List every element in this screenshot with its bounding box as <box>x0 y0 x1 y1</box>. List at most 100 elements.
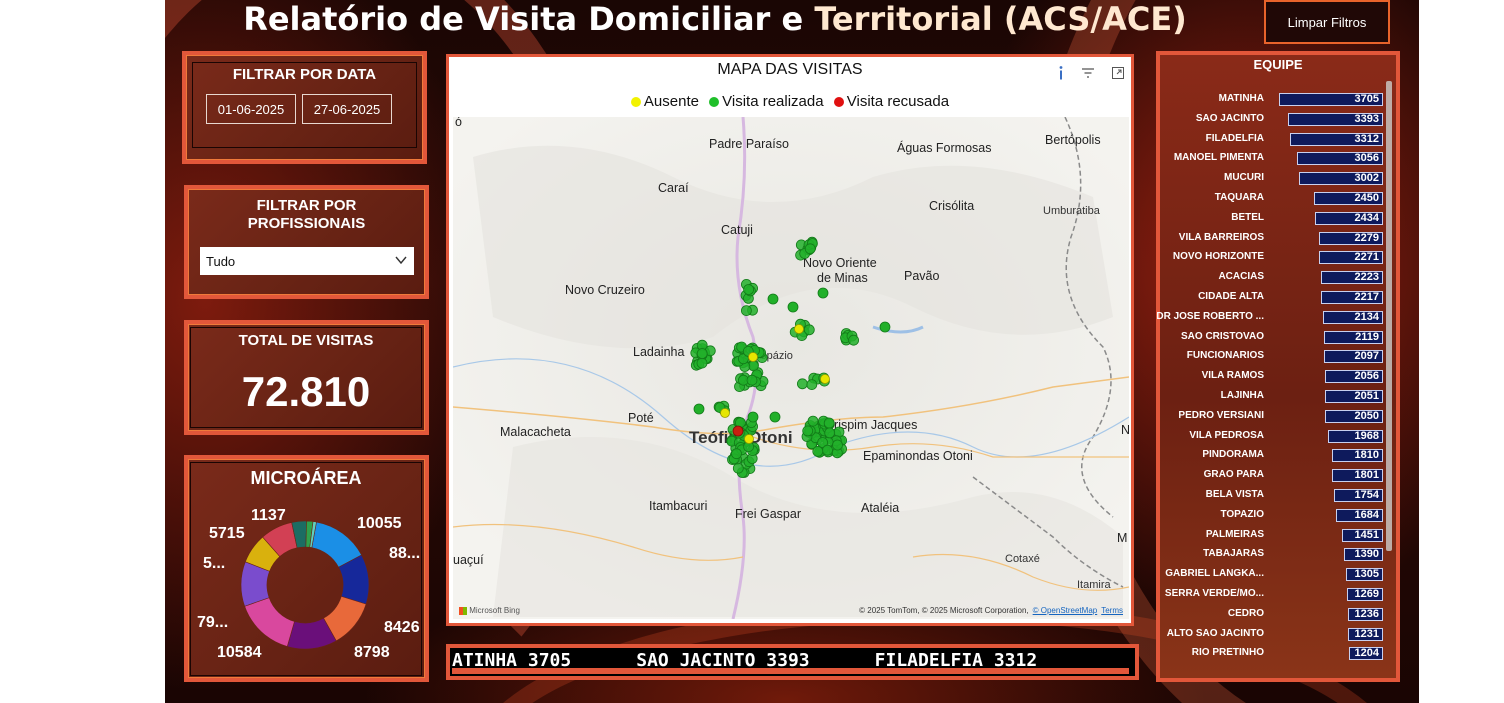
visit-marker[interactable] <box>767 293 779 305</box>
professional-dropdown-value: Tudo <box>206 253 236 269</box>
visit-marker[interactable] <box>802 425 814 437</box>
map-canvas[interactable]: ó Padre Paraíso Águas Formosas Bertópoli… <box>453 117 1129 619</box>
team-row[interactable]: NOVO HORIZONTE 2271 <box>1160 249 1390 268</box>
team-row[interactable]: TABAJARAS 1390 <box>1160 546 1390 565</box>
visit-marker[interactable] <box>740 305 752 317</box>
legend-item-recusada[interactable]: Visita recusada <box>833 93 949 110</box>
visit-marker-absent[interactable] <box>720 408 730 418</box>
team-row-name: PEDRO VERSIANI <box>1178 409 1264 421</box>
visit-marker-absent[interactable] <box>820 374 830 384</box>
visit-marker[interactable] <box>832 439 843 451</box>
visit-marker[interactable] <box>746 374 758 386</box>
team-row[interactable]: BETEL 2434 <box>1160 210 1390 229</box>
team-row[interactable]: CIDADE ALTA 2217 <box>1160 289 1390 308</box>
team-row[interactable]: SAO JACINTO 3393 <box>1160 111 1390 130</box>
team-row[interactable]: ALTO SAO JACINTO 1231 <box>1160 626 1390 645</box>
team-row-value: 2271 <box>1354 251 1379 264</box>
professional-dropdown[interactable]: Tudo <box>200 247 414 275</box>
map-place-label: Epaminondas Otoni <box>863 449 973 463</box>
visit-marker[interactable] <box>848 334 860 346</box>
bing-logo-icon <box>459 606 467 615</box>
team-row[interactable]: MANOEL PIMENTA 3056 <box>1160 150 1390 169</box>
ticker-text: ATINHA 3705 SAO JACINTO 3393 FILADELFIA … <box>452 650 1129 674</box>
visit-marker[interactable] <box>812 445 824 457</box>
visit-marker[interactable] <box>824 427 836 439</box>
team-row[interactable]: TAQUARA 2450 <box>1160 190 1390 209</box>
visit-marker[interactable] <box>823 417 835 429</box>
team-row-bar <box>1325 390 1383 403</box>
team-row[interactable]: ACACIAS 2223 <box>1160 269 1390 288</box>
team-row-name: SAO JACINTO <box>1195 112 1264 124</box>
team-row[interactable]: MATINHA 3705 <box>1160 91 1390 110</box>
focus-mode-icon[interactable] <box>1111 66 1125 80</box>
donut-slice[interactable] <box>309 521 317 548</box>
visit-marker[interactable] <box>747 411 759 423</box>
visit-marker-absent[interactable] <box>794 324 804 334</box>
map-legend: Ausente Visita realizada Visita recusada <box>449 93 1131 111</box>
visit-marker-absent[interactable] <box>748 352 758 362</box>
visit-marker[interactable] <box>731 448 742 460</box>
team-row[interactable]: SERRA VERDE/MO... 1269 <box>1160 586 1390 605</box>
visit-marker[interactable] <box>787 301 799 313</box>
team-scrollbar[interactable] <box>1386 81 1392 551</box>
end-date-input[interactable]: 27-06-2025 <box>302 94 392 124</box>
team-row[interactable]: CEDRO 1236 <box>1160 606 1390 625</box>
visit-marker[interactable] <box>879 321 891 333</box>
team-row[interactable]: PALMEIRAS 1451 <box>1160 527 1390 546</box>
visit-marker[interactable] <box>803 324 815 336</box>
team-row-bar <box>1321 291 1383 304</box>
info-icon[interactable] <box>1057 65 1065 81</box>
visit-marker[interactable] <box>817 287 829 299</box>
filter-icon[interactable] <box>1081 66 1095 80</box>
osm-link[interactable]: © OpenStreetMap <box>1032 606 1098 615</box>
team-row[interactable]: GABRIEL LANGKA... 1305 <box>1160 566 1390 585</box>
team-row-name: ACACIAS <box>1218 271 1264 283</box>
visit-marker[interactable] <box>732 462 744 474</box>
team-row[interactable]: MUCURI 3002 <box>1160 170 1390 189</box>
visit-marker[interactable] <box>696 348 708 359</box>
legend-item-ausente[interactable]: Ausente <box>630 93 699 110</box>
visit-marker[interactable] <box>796 378 808 390</box>
visit-marker-absent[interactable] <box>744 434 754 444</box>
map-place-label: uaçuí <box>453 553 484 567</box>
team-row[interactable]: FUNCIONARIOS 2097 <box>1160 348 1390 367</box>
visit-marker[interactable] <box>806 379 818 391</box>
visit-marker[interactable] <box>769 411 781 423</box>
team-row[interactable]: TOPAZIO 1684 <box>1160 507 1390 526</box>
visit-marker[interactable] <box>822 444 833 456</box>
visit-marker[interactable] <box>817 437 829 448</box>
team-row[interactable]: VILA RAMOS 2056 <box>1160 368 1390 387</box>
visit-marker[interactable] <box>696 357 708 369</box>
start-date-input[interactable]: 01-06-2025 <box>206 94 296 124</box>
team-row[interactable]: VILA BARREIROS 2279 <box>1160 230 1390 249</box>
visit-marker[interactable] <box>804 243 816 255</box>
team-row[interactable]: PEDRO VERSIANI 2050 <box>1160 408 1390 427</box>
team-row[interactable]: LAJINHA 2051 <box>1160 388 1390 407</box>
team-row[interactable]: PINDORAMA 1810 <box>1160 447 1390 466</box>
team-row[interactable]: VILA PEDROSA 1968 <box>1160 428 1390 447</box>
terms-link[interactable]: Terms <box>1101 606 1123 615</box>
map-place-label: Crispim Jacques <box>825 418 918 432</box>
visit-marker-refused[interactable] <box>732 425 744 437</box>
date-filter-frame: FILTRAR POR DATA 01-06-2025 27-06-2025 <box>192 62 417 148</box>
team-row-value: 3705 <box>1354 93 1379 105</box>
team-row[interactable]: RIO PRETINHO 1204 <box>1160 645 1390 664</box>
team-row[interactable]: SAO CRISTOVAO 2119 <box>1160 329 1390 348</box>
team-row[interactable]: DR JOSE ROBERTO ... 2134 <box>1156 309 1390 328</box>
visit-marker[interactable] <box>693 403 705 415</box>
donut-slice[interactable] <box>244 597 295 647</box>
team-row[interactable]: FILADELFIA 3312 <box>1160 131 1390 150</box>
legend-item-realizada[interactable]: Visita realizada <box>709 93 824 110</box>
total-visits-frame: TOTAL DE VISITAS 72.810 <box>190 327 422 428</box>
team-row[interactable]: BELA VISTA 1754 <box>1160 487 1390 506</box>
visit-marker[interactable] <box>743 284 755 295</box>
team-row-value: 2050 <box>1354 409 1379 422</box>
team-row[interactable]: GRAO PARA 1801 <box>1160 467 1390 486</box>
visit-marker[interactable] <box>807 415 819 427</box>
professional-filter-title-line2: PROFISSIONAIS <box>247 215 366 232</box>
map-place-label: Águas Formosas <box>897 141 992 155</box>
clear-filters-button[interactable]: Limpar Filtros <box>1264 0 1390 44</box>
visit-marker[interactable] <box>737 353 749 365</box>
legend-label: Visita realizada <box>722 93 824 110</box>
team-row-name: ALTO SAO JACINTO <box>1166 627 1264 639</box>
